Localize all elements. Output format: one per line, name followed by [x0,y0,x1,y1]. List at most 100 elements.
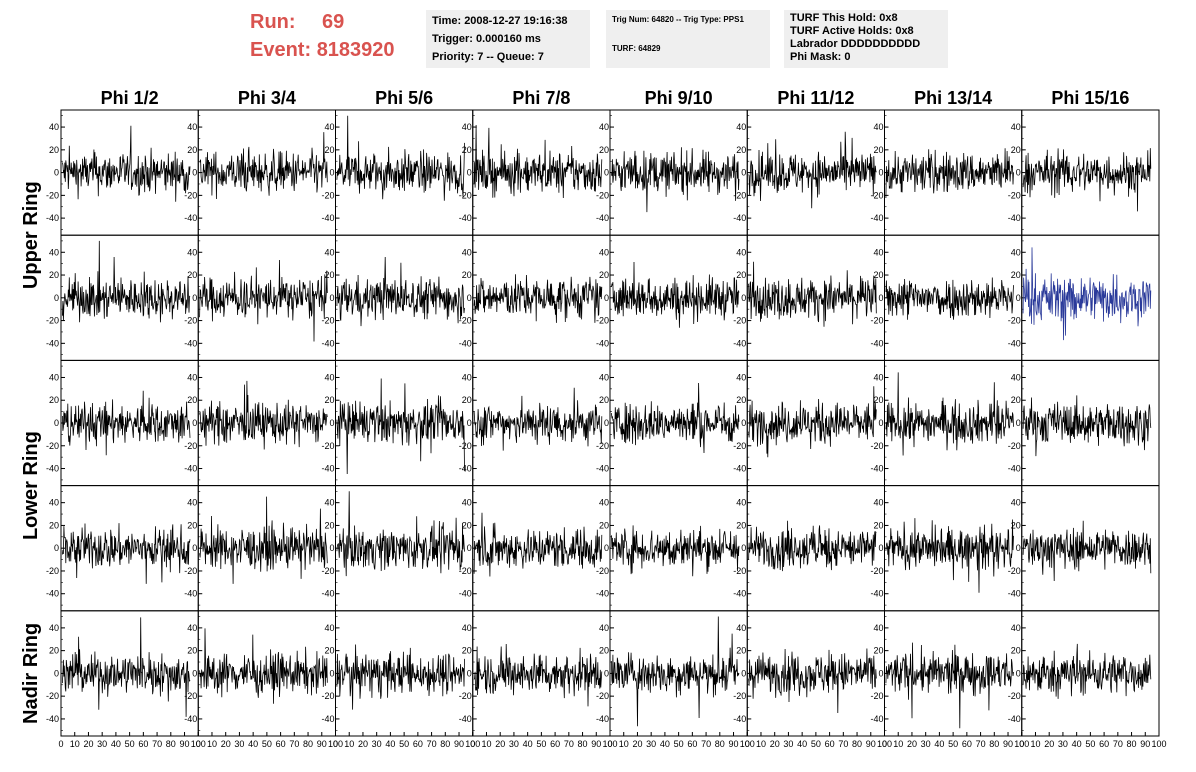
ytick-label-r4-c0-20: 20 [49,646,59,656]
ytick-label-r2-c4-20: 20 [599,395,609,405]
ytick-label-r1-c3-40: 40 [462,247,472,257]
ytick-label-r0-c3--40: -40 [459,213,472,223]
ytick-label-r1-c0--20: -20 [46,316,59,326]
waveform-r1-c0 [62,240,191,323]
xtick-label-c3-100: 100 [602,739,617,749]
xtick-label-c2-40: 40 [385,739,395,749]
ytick-label-r0-c4-40: 40 [599,122,609,132]
xtick-label-c4-50: 50 [674,739,684,749]
ytick-label-r2-c0--40: -40 [46,464,59,474]
ytick-label-r3-c0-40: 40 [49,498,59,508]
xtick-label-c1-40: 40 [248,739,258,749]
ytick-label-r4-c0-0: 0 [54,668,59,678]
ytick-label-r0-c1--20: -20 [184,190,197,200]
waveform-r2-c1 [199,380,328,450]
ytick-label-r2-c3-40: 40 [462,372,472,382]
xtick-label-c5-0: 0 [745,739,750,749]
xtick-label-c5-40: 40 [797,739,807,749]
xtick-label-c1-50: 50 [262,739,272,749]
ytick-label-r2-c6-20: 20 [873,395,883,405]
waveform-r3-c0 [62,523,191,584]
ytick-label-r0-c5--20: -20 [733,190,746,200]
ytick-label-r2-c3--40: -40 [459,464,472,474]
ytick-label-r1-c2-20: 20 [324,270,334,280]
xtick-label-c4-20: 20 [632,739,642,749]
ytick-label-r2-c3-0: 0 [467,418,472,428]
ytick-label-r4-c7-40: 40 [1011,623,1021,633]
ytick-label-r3-c6-0: 0 [878,543,883,553]
ytick-label-r3-c4-20: 20 [599,520,609,530]
run-value: 69 [322,11,345,33]
waveform-r0-c3 [473,124,603,199]
xtick-label-c0-30: 30 [97,739,107,749]
xtick-label-c6-60: 60 [962,739,972,749]
ytick-label-r2-c6-0: 0 [878,418,883,428]
xtick-label-c7-10: 10 [1030,739,1040,749]
ytick-label-r0-c4--40: -40 [596,213,609,223]
xtick-label-c6-40: 40 [934,739,944,749]
ytick-label-r1-c7-0: 0 [1016,293,1021,303]
ytick-label-r4-c3-20: 20 [462,646,472,656]
ytick-label-r1-c6-20: 20 [873,270,883,280]
ytick-label-r1-c1-0: 0 [192,293,197,303]
column-title-4: Phi 7/8 [512,88,570,108]
xtick-label-c5-50: 50 [811,739,821,749]
xtick-label-c4-10: 10 [619,739,629,749]
waveform-r1-c2 [336,256,465,327]
run-label: Run: [250,11,296,33]
ytick-label-r2-c2--40: -40 [321,464,334,474]
waveform-r4-c1 [199,628,328,704]
ytick-label-r3-c6-20: 20 [873,520,883,530]
ytick-label-r2-c3--20: -20 [459,441,472,451]
xtick-label-c5-20: 20 [770,739,780,749]
xtick-label-c0-40: 40 [111,739,121,749]
ytick-label-r0-c0-20: 20 [49,145,59,155]
ytick-label-r1-c3--20: -20 [459,316,472,326]
ytick-label-r0-c0-0: 0 [54,168,59,178]
xtick-label-c1-60: 60 [276,739,286,749]
ytick-label-r1-c4--20: -20 [596,316,609,326]
xtick-label-c4-0: 0 [607,739,612,749]
waveform-r2-c2 [336,378,465,475]
xtick-label-c3-70: 70 [564,739,574,749]
xtick-label-c1-70: 70 [289,739,299,749]
waveform-r1-c4 [611,261,740,328]
ytick-label-r3-c5-0: 0 [741,543,746,553]
ytick-label-r4-c5-0: 0 [741,668,746,678]
column-title-8: Phi 15/16 [1051,88,1129,108]
column-title-7: Phi 13/14 [914,88,992,108]
ytick-label-r4-c2-0: 0 [329,668,334,678]
ytick-label-r2-c1--20: -20 [184,441,197,451]
xtick-label-c1-90: 90 [317,739,327,749]
xtick-label-c2-60: 60 [413,739,423,749]
ytick-label-r4-c6-20: 20 [873,646,883,656]
ytick-label-r3-c4-0: 0 [604,543,609,553]
ytick-label-r4-c6--40: -40 [870,714,883,724]
ytick-label-r3-c3-20: 20 [462,520,472,530]
labrador-text: Labrador DDDDDDDDDD [790,38,921,50]
xtick-label-c4-70: 70 [701,739,711,749]
ytick-label-r4-c0--20: -20 [46,691,59,701]
ytick-label-r4-c7-20: 20 [1011,646,1021,656]
waveform-r1-c7 [1022,247,1152,341]
ytick-label-r0-c0--20: -20 [46,190,59,200]
ytick-label-r0-c7-20: 20 [1011,145,1021,155]
ytick-label-r3-c6--20: -20 [870,566,883,576]
ytick-label-r2-c5--20: -20 [733,441,746,451]
ytick-label-r1-c5-0: 0 [741,293,746,303]
event-value: 8183920 [316,39,395,61]
xtick-label-c6-70: 70 [976,739,986,749]
ytick-label-r0-c2--40: -40 [321,213,334,223]
ytick-label-r3-c2--40: -40 [321,589,334,599]
ytick-label-r3-c5--20: -20 [733,566,746,576]
ytick-label-r3-c5--40: -40 [733,589,746,599]
xtick-label-c3-40: 40 [523,739,533,749]
ytick-label-r3-c2-40: 40 [324,498,334,508]
ytick-label-r3-c3-0: 0 [467,543,472,553]
ytick-label-r4-c4-0: 0 [604,668,609,678]
ytick-label-r3-c4-40: 40 [599,498,609,508]
ytick-label-r4-c5-40: 40 [736,623,746,633]
ytick-label-r3-c7-0: 0 [1016,543,1021,553]
ytick-label-r3-c0--20: -20 [46,566,59,576]
